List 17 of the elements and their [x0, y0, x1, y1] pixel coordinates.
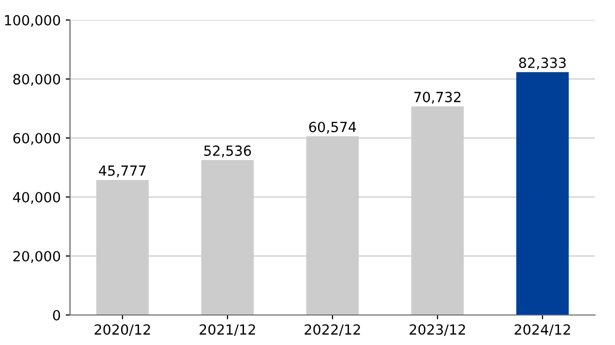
y-tick-label: 80,000	[13, 74, 60, 86]
data-label: 45,777	[98, 166, 146, 178]
y-tick-label: 20,000	[13, 250, 60, 263]
x-tick-label: 2023/12	[410, 324, 465, 336]
data-label: 82,333	[519, 58, 566, 70]
x-tick-label: 2020/12	[94, 324, 150, 336]
y-tick-label: 40,000	[13, 192, 60, 204]
y-tick-label: 60,000	[13, 132, 60, 145]
x-tick-label: 2021/12	[200, 324, 255, 336]
y-tick-label: 100,000	[5, 14, 60, 27]
bar	[516, 72, 569, 315]
data-label: 70,732	[414, 92, 460, 104]
x-tick-label: 2024/12	[514, 324, 570, 336]
x-tick-label: 2022/12	[304, 324, 360, 336]
y-tick-label: 0	[53, 310, 60, 320]
data-label: 60,574	[309, 122, 356, 134]
data-label: 52,536	[204, 145, 251, 158]
